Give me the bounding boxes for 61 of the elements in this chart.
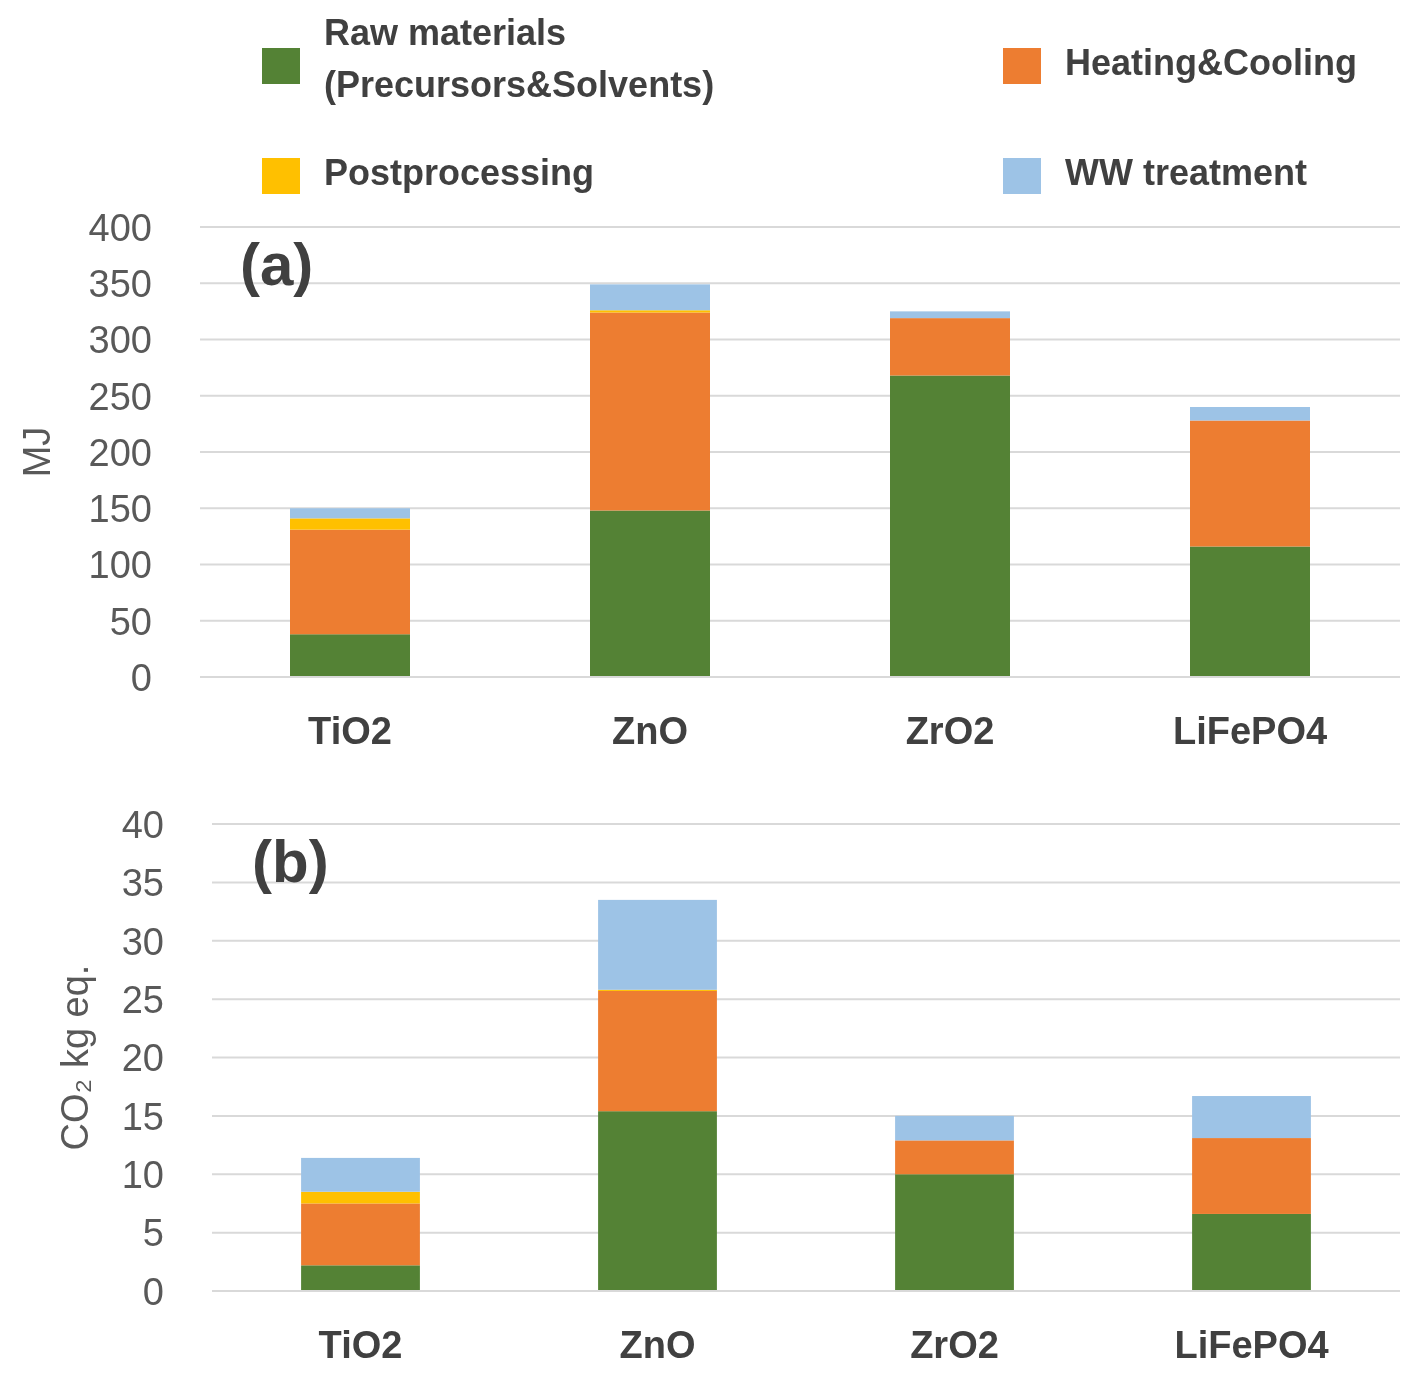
annotation: (b)	[252, 828, 329, 895]
bar	[1192, 1213, 1311, 1291]
bar	[890, 311, 1010, 319]
bar	[590, 510, 710, 677]
y-tick-label: 15	[121, 1095, 164, 1138]
x-tick-label: ZnO	[619, 1324, 696, 1367]
bar	[1192, 1138, 1311, 1214]
y-tick-label: 40	[121, 803, 164, 846]
bar	[290, 518, 410, 530]
y-tick-label: 350	[88, 263, 152, 306]
bar	[290, 529, 410, 635]
bar	[1190, 420, 1310, 547]
bar	[890, 318, 1010, 376]
x-tick-label: LiFePO4	[1172, 710, 1328, 753]
y-tick-label: 150	[88, 488, 152, 531]
bar	[290, 634, 410, 677]
y-tick-label: 200	[88, 431, 152, 474]
y-tick-label: 50	[109, 600, 152, 643]
bar	[598, 1111, 717, 1291]
bar	[598, 990, 717, 1112]
bar	[895, 1174, 1014, 1291]
x-tick-label: TiO2	[318, 1324, 403, 1367]
bar	[598, 899, 717, 990]
legend-label: Raw materials (Precursors&Solvents)	[324, 12, 715, 105]
y-tick-label: 20	[121, 1037, 164, 1080]
y-tick-label: 0	[130, 656, 152, 699]
y-tick-label: 300	[88, 319, 152, 362]
bar	[1192, 1096, 1311, 1139]
y-axis-title: MJ	[16, 426, 58, 478]
bar	[1190, 407, 1310, 421]
y-axis-title: CO₂ kg eq.	[54, 964, 96, 1151]
x-tick-label: ZnO	[612, 710, 688, 753]
bar	[301, 1203, 420, 1266]
y-tick-label: 400	[88, 206, 152, 249]
bar	[895, 1140, 1014, 1175]
x-tick-label: LiFePO4	[1174, 1324, 1329, 1367]
x-tick-label: ZrO2	[905, 710, 995, 753]
y-tick-label: 5	[142, 1212, 164, 1255]
y-tick-label: 30	[121, 920, 164, 963]
y-tick-label: 10	[121, 1154, 164, 1197]
y-tick-label: 0	[142, 1270, 164, 1313]
bar	[290, 508, 410, 519]
bar	[301, 1265, 420, 1291]
legend-label: Postprocessing	[324, 152, 595, 193]
y-tick-label: 35	[121, 862, 164, 905]
bar	[895, 1115, 1014, 1141]
x-tick-label: TiO2	[308, 710, 392, 753]
legend-label: Heating&Cooling	[1065, 42, 1357, 83]
x-tick-label: ZrO2	[910, 1324, 999, 1367]
bar	[301, 1191, 420, 1204]
y-tick-label: 100	[88, 544, 152, 587]
y-tick-label: 250	[88, 375, 152, 418]
bar	[301, 1157, 420, 1192]
bar	[1190, 546, 1310, 677]
legend-label: WW treatment	[1065, 152, 1308, 193]
bar	[590, 312, 710, 511]
bar	[590, 284, 710, 311]
bar	[890, 375, 1010, 677]
bar	[590, 310, 710, 313]
annotation: (a)	[240, 231, 314, 298]
y-tick-label: 25	[121, 978, 164, 1021]
